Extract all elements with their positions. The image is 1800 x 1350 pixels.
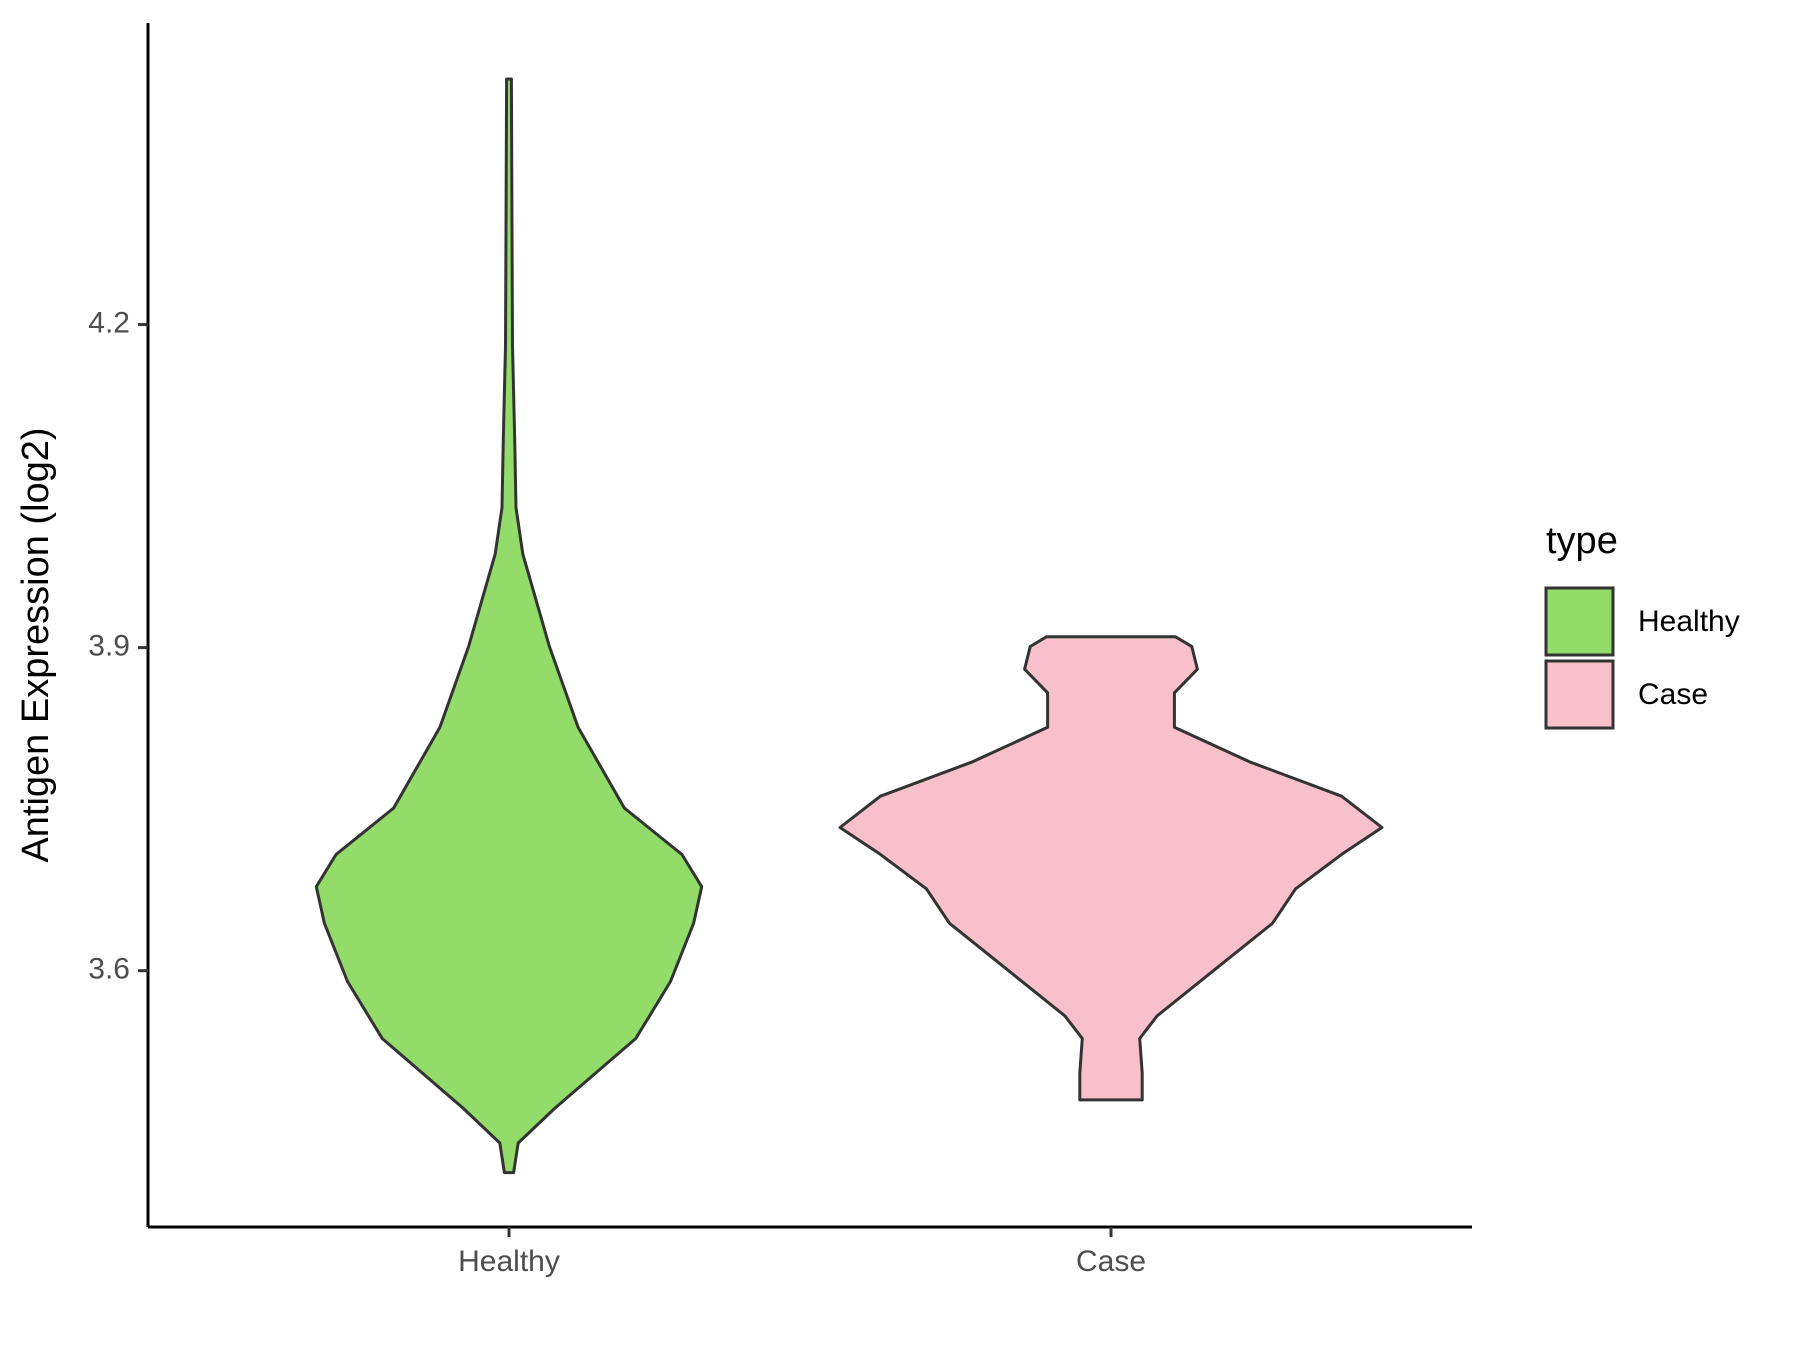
violin <box>314 77 704 1175</box>
y-tick-label: 4.2 <box>88 306 130 339</box>
x-tick-label: Healthy <box>458 1245 560 1278</box>
legend-key <box>1544 659 1615 730</box>
y-tick-label: 3.9 <box>88 630 130 663</box>
legend-label: Case <box>1638 678 1708 711</box>
x-tick-label: Case <box>1076 1245 1146 1278</box>
legend-title: type <box>1546 520 1618 562</box>
y-tick-label: 3.6 <box>88 953 130 986</box>
legend-key <box>1544 586 1615 657</box>
legend-label: Healthy <box>1638 605 1740 638</box>
violin <box>838 635 1384 1102</box>
y-axis-label: Antigen Expression (log2) <box>15 427 57 862</box>
